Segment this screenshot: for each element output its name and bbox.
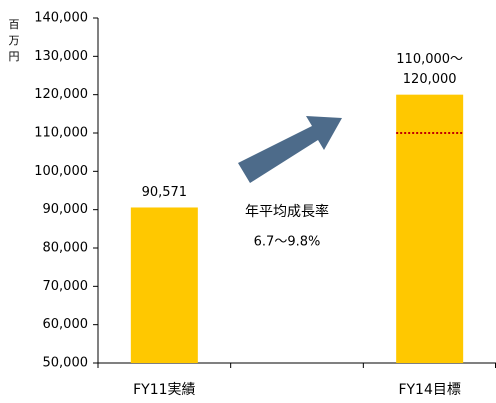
growth-arrow — [238, 116, 342, 183]
x-tick-label: FY11実績 — [133, 382, 195, 398]
y-tick-label: 90,000 — [43, 202, 89, 217]
y-tick-label: 60,000 — [43, 317, 89, 332]
y-tick-label: 100,000 — [34, 164, 88, 179]
value-label: 120,000 — [403, 72, 457, 87]
unit-label: 万 — [9, 34, 20, 47]
bar — [130, 207, 198, 363]
y-tick-label: 50,000 — [43, 356, 89, 371]
value-label: 90,571 — [142, 185, 188, 200]
y-tick-label: 70,000 — [43, 279, 89, 294]
x-tick-label: FY14目標 — [398, 382, 460, 398]
bar — [396, 94, 464, 364]
unit-label: 円 — [9, 50, 20, 63]
y-tick-label: 140,000 — [34, 11, 88, 26]
value-label: 110,000〜 — [396, 52, 463, 67]
y-tick-label: 110,000 — [34, 126, 88, 141]
y-tick-label: 120,000 — [34, 87, 88, 102]
y-tick-label: 80,000 — [43, 241, 89, 256]
annotation: 年平均成長率 — [245, 203, 329, 220]
annotation: 6.7〜9.8% — [254, 235, 321, 250]
unit-label: 百 — [9, 18, 20, 31]
y-tick-label: 130,000 — [34, 49, 88, 64]
